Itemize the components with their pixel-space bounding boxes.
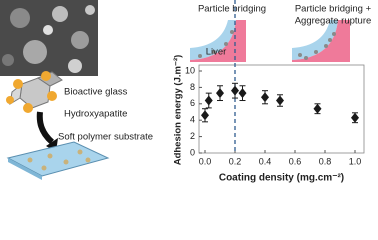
y-axis-label: Adhesion energy (J.m⁻²) [173,55,184,166]
annotation: Hydroxyapatite [64,109,127,120]
polymer-substrate [6,141,110,180]
data-point [231,85,239,96]
data-point [351,112,359,123]
data-point [204,95,213,106]
annotation: Aggregate rupture [295,16,372,27]
data-point [201,110,209,121]
annotation: Particle bridging + [295,4,372,15]
data-point [238,88,247,99]
x-tick-label: 0.4 [259,156,272,166]
x-tick-label: 1.0 [349,156,362,166]
x-axis-label: Coating density (mg.cm⁻²) [219,173,344,184]
annotation: Liver [206,47,227,58]
data-point [313,103,322,114]
x-tick-label: 0.0 [199,156,212,166]
particle-cluster [6,71,63,113]
sem-image [0,0,98,76]
y-tick-label: 6 [190,98,195,108]
data-point [261,92,269,103]
annotation: Bioactive glass [64,87,128,98]
y-tick-label: 8 [190,82,195,92]
x-tick-label: 0.8 [319,156,332,166]
annotation: Soft polymer substrate [58,132,153,143]
annotation: Particle bridging [198,4,266,15]
x-tick-label: 0.2 [229,156,242,166]
arrow [36,111,55,145]
diagram-rupture [292,20,350,62]
x-tick-label: 0.6 [289,156,302,166]
y-tick-label: 10 [185,65,195,75]
y-tick-label: 4 [190,115,195,125]
data-point [216,88,224,99]
data-point [276,95,284,106]
y-tick-label: 2 [190,131,195,141]
plot-frame [198,64,365,154]
graphical-abstract: Particle bridging Particle bridging +Aggr… [0,0,372,184]
y-tick-label: 0 [190,147,195,157]
diagram-bridging [190,20,246,62]
